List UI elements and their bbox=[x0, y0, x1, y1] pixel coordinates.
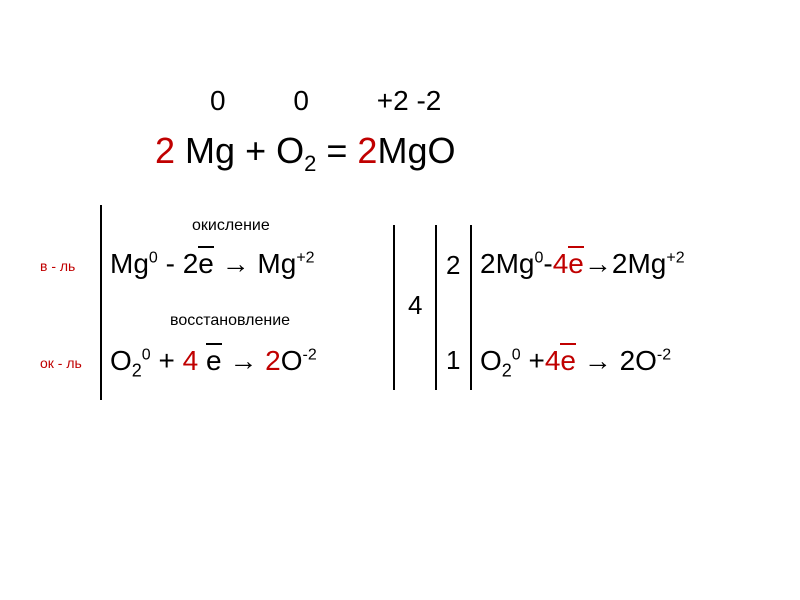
hr3-sup-to: +2 bbox=[666, 250, 684, 267]
label-reducer: в - ль bbox=[40, 258, 75, 274]
hr3-sign: - bbox=[543, 248, 552, 279]
hr3-e: e bbox=[568, 248, 584, 280]
hr3-to: Mg bbox=[627, 248, 666, 279]
hr2-arrow: → bbox=[229, 345, 265, 376]
hr1-sup-from: 0 bbox=[149, 250, 158, 267]
hr4-arrow: → bbox=[584, 345, 620, 376]
vline-2 bbox=[393, 225, 395, 390]
plus: + bbox=[245, 130, 276, 171]
hr2-sub: 2 bbox=[132, 361, 142, 381]
state-o-reactant: 0 bbox=[293, 85, 309, 117]
hr4-sup-to: -2 bbox=[657, 347, 671, 364]
hr4-from: O bbox=[480, 345, 502, 376]
hr2-space bbox=[198, 345, 206, 376]
hr4-coeff-to: 2 bbox=[620, 345, 636, 376]
hr2-coeff-to: 2 bbox=[265, 345, 281, 376]
hr2-sup-from: 0 bbox=[142, 347, 151, 364]
hr4-sup-from: 0 bbox=[512, 347, 521, 364]
coeff-right: 2 bbox=[357, 130, 377, 171]
ratio-mult-1: 2 bbox=[446, 250, 460, 281]
state-mg-product: +2 bbox=[377, 85, 409, 117]
hr4-sign: + bbox=[528, 345, 544, 376]
label-oxidation: окисление bbox=[192, 217, 270, 235]
ratio-lcm: 4 bbox=[408, 290, 422, 321]
state-o-product: -2 bbox=[416, 85, 441, 117]
hr3-arrow: → bbox=[584, 248, 612, 279]
hr1-sign: - bbox=[166, 248, 183, 279]
label-oxidizer: ок - ль bbox=[40, 355, 82, 371]
chemistry-diagram: 0 0 +2 -2 2 Mg + O2 = 2MgO в - ль ок - л… bbox=[0, 0, 800, 600]
hr4-to: O bbox=[635, 345, 657, 376]
hr4-ecount: 4 bbox=[545, 345, 561, 376]
hr2-from: O bbox=[110, 345, 132, 376]
state-mg-reactant: 0 bbox=[210, 85, 226, 117]
half-reaction-3: 2Mg0-4e→2Mg+2 bbox=[480, 248, 685, 280]
main-equation: 2 Mg + O2 = 2MgO bbox=[155, 130, 455, 177]
hr1-ecount: 2 bbox=[183, 248, 199, 279]
hr1-e: e bbox=[198, 248, 214, 280]
o2: O bbox=[276, 130, 304, 171]
hr1-to: Mg bbox=[257, 248, 296, 279]
vline-3 bbox=[435, 225, 437, 390]
half-reaction-2: O20 + 4 e → 2O-2 bbox=[110, 345, 317, 382]
equals: = bbox=[326, 130, 357, 171]
vline-4 bbox=[470, 225, 472, 390]
hr1-arrow: → bbox=[222, 248, 258, 279]
hr2-e: e bbox=[206, 345, 222, 377]
hr4-sub: 2 bbox=[502, 361, 512, 381]
hr3-coeff-to: 2 bbox=[612, 248, 628, 279]
ratio-mult-2: 1 bbox=[446, 345, 460, 376]
oxidation-states-row: 0 0 +2 -2 bbox=[210, 85, 441, 117]
coeff-left: 2 bbox=[155, 130, 175, 171]
mg: Mg bbox=[185, 130, 235, 171]
hr3-ecount: 4 bbox=[553, 248, 569, 279]
hr2-sup-to: -2 bbox=[302, 347, 316, 364]
hr3-coeff-from: 2 bbox=[480, 248, 496, 279]
hr4-e: e bbox=[560, 345, 576, 377]
o2-sub: 2 bbox=[304, 151, 316, 176]
mgo: MgO bbox=[377, 130, 455, 171]
hr1-from: Mg bbox=[110, 248, 149, 279]
half-reaction-1: Mg0 - 2e → Mg+2 bbox=[110, 248, 315, 280]
label-reduction: восстановление bbox=[170, 312, 290, 330]
hr1-sup-to: +2 bbox=[296, 250, 314, 267]
hr2-ecount: 4 bbox=[183, 345, 199, 376]
hr2-to: O bbox=[281, 345, 303, 376]
half-reaction-4: O20 +4e → 2O-2 bbox=[480, 345, 671, 382]
hr2-sign: + bbox=[158, 345, 182, 376]
vline-1 bbox=[100, 205, 102, 400]
hr3-from: Mg bbox=[496, 248, 535, 279]
